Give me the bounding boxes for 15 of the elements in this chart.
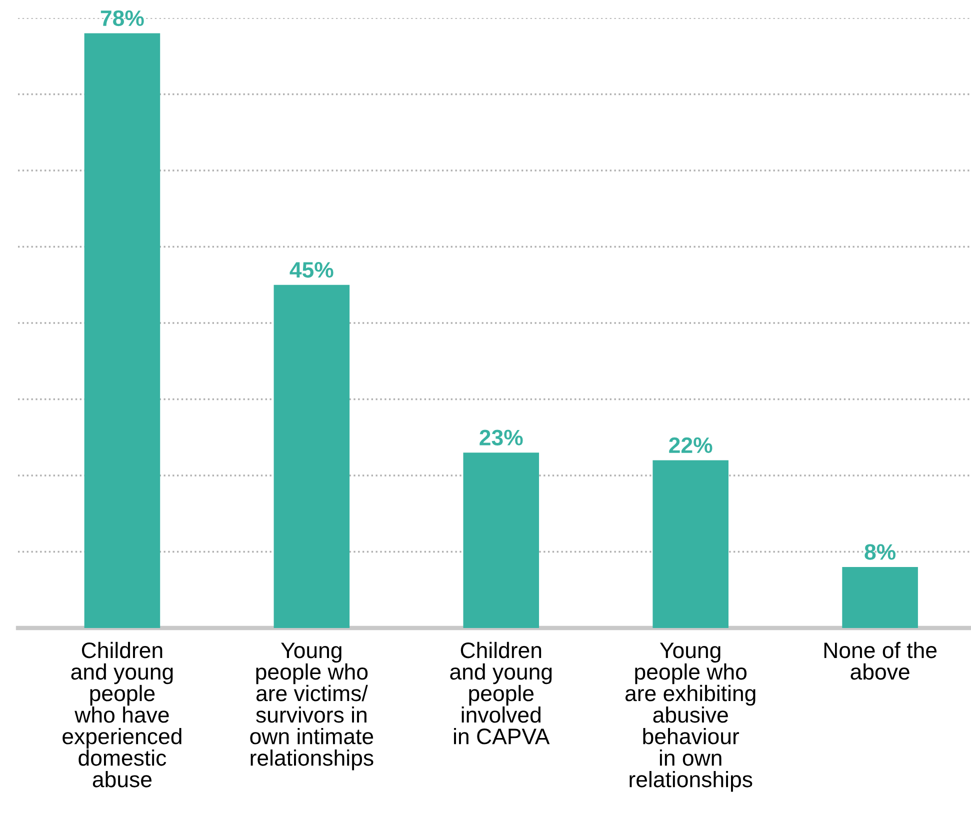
data-label: 78% <box>100 10 144 26</box>
x-tick-label: Young people who are exhibiting abusive behaviour in own relationships <box>625 642 756 792</box>
bar <box>842 567 918 628</box>
bar <box>652 460 728 628</box>
data-label: 8% <box>864 544 896 560</box>
bar <box>463 452 540 628</box>
data-label: 22% <box>669 437 712 454</box>
bar <box>274 284 350 628</box>
x-tick-label: Children and young people involved in CAPVA <box>450 642 552 744</box>
data-label: 45% <box>290 262 334 278</box>
bar <box>84 33 160 628</box>
data-label: 23% <box>480 430 523 446</box>
x-tick-label: None of the above <box>824 642 937 680</box>
x-tick-label: Young people who are victims/ survivors in own intimate relationships <box>250 642 374 770</box>
x-tick-label: Children and young people who have experienced domestic abuse <box>62 642 182 788</box>
